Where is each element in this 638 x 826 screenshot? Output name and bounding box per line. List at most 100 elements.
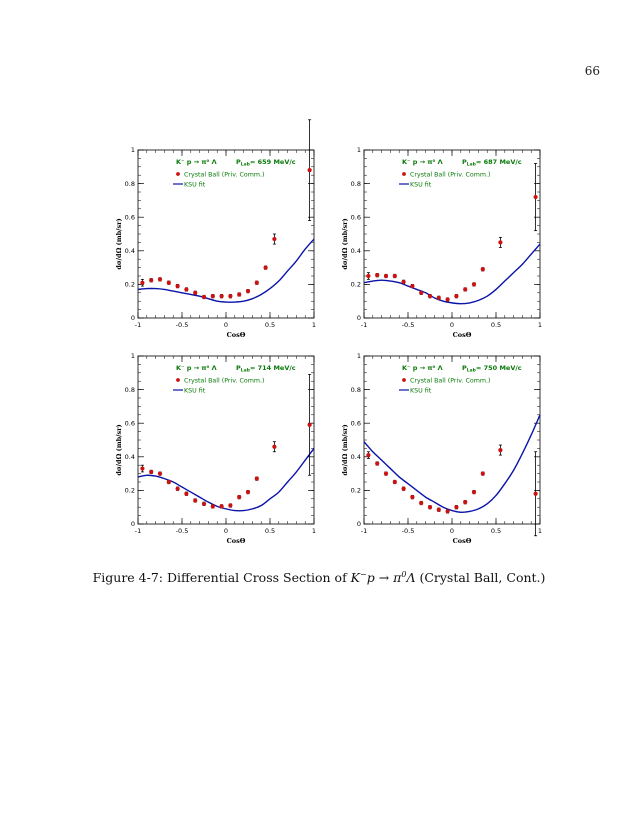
data-point <box>392 479 397 485</box>
y-tick-label: 0 <box>131 520 135 528</box>
data-point <box>307 422 312 427</box>
x-axis-label: CosΘ <box>453 537 472 545</box>
legend-reaction: K⁻ p → π⁰ Λ <box>402 364 443 372</box>
data-point <box>436 295 441 300</box>
y-tick-label: 0 <box>131 314 135 322</box>
chart-svg: -1 -0.5 0 0.5 1 0 0.2 0.4 0.6 0.8 1 CosΘ dσ/dΩ (mb/s… <box>341 352 542 545</box>
data-point <box>254 476 259 481</box>
data-point <box>366 453 371 458</box>
legend-plab: PLab= 687 MeV/c <box>462 158 522 168</box>
legend-plab: PLab= 714 MeV/c <box>236 364 296 374</box>
y-axis-label: dσ/dΩ (mb/sr) <box>115 424 123 475</box>
data-point <box>193 498 198 503</box>
data-point <box>480 471 485 476</box>
y-axis-label: dσ/dΩ (mb/sr) <box>341 218 349 269</box>
y-axis-label: dσ/dΩ (mb/sr) <box>115 218 123 269</box>
legend-label-data: Crystal Ball (Priv. Comm.) <box>184 378 264 385</box>
data-point <box>410 495 415 500</box>
data-point <box>210 504 215 509</box>
data-point <box>427 505 433 510</box>
x-tick-label: 1 <box>312 527 316 535</box>
y-tick-label: 0.8 <box>125 386 135 394</box>
x-tick-label: -0.5 <box>176 527 189 535</box>
data-point <box>463 500 468 505</box>
legend-plab-sub: Lab <box>241 162 251 168</box>
x-tick-label: -0.5 <box>402 321 415 329</box>
x-tick-label: 1 <box>538 527 542 535</box>
data-point <box>401 279 406 284</box>
data-point <box>419 500 424 506</box>
data-point <box>401 486 406 491</box>
legend-plab-symbol: P <box>236 364 241 372</box>
legend-plab: PLab= 750 MeV/c <box>462 364 522 374</box>
data-point <box>149 278 154 283</box>
x-tick-label: 0.5 <box>491 527 501 535</box>
legend-label-data: Crystal Ball (Priv. Comm.) <box>410 378 490 385</box>
legend-marker-data <box>176 378 180 382</box>
legend-plab-sub: Lab <box>467 368 477 374</box>
data-point <box>245 289 251 294</box>
legend-plab-value: = 750 MeV/c <box>476 364 522 372</box>
x-axis-label: CosΘ <box>453 331 472 339</box>
x-tick-label: -1 <box>361 321 367 329</box>
y-tick-label: 0.8 <box>351 386 361 394</box>
legend-plab-sub: Lab <box>467 162 477 168</box>
y-axis-label: dσ/dΩ (mb/sr) <box>341 424 349 475</box>
chart-svg: -1 -0.5 0 0.5 1 0 0.2 0.4 0.6 0.8 1 CosΘ dσ/dΩ (mb/s… <box>341 146 542 339</box>
chart-svg: -1 -0.5 0 0.5 1 0 0.2 0.4 0.6 0.8 1 CosΘ dσ/dΩ (mb/s… <box>115 352 316 545</box>
data-point <box>463 287 468 292</box>
data-point <box>383 471 389 476</box>
data-point <box>237 495 242 500</box>
y-tick-label: 0.4 <box>125 453 135 461</box>
ksu-fit-curve <box>137 238 315 303</box>
data-point <box>410 283 415 289</box>
legend-label-fit: KSU fit <box>184 388 206 395</box>
y-tick-label: 0.6 <box>351 419 361 427</box>
y-tick-label: 1 <box>357 352 361 360</box>
chart-svg: -1 -0.5 0 0.5 1 0 0.2 0.4 0.6 0.8 1 CosΘ dσ/dΩ (mb/s… <box>115 119 316 339</box>
x-tick-label: 1 <box>312 321 316 329</box>
caption-suffix: (Crystal Ball, Cont.) <box>415 570 546 586</box>
data-point <box>184 491 189 496</box>
data-point <box>533 194 538 200</box>
chart-panel-687: -1 -0.5 0 0.5 1 0 0.2 0.4 0.6 0.8 1 CosΘ dσ/dΩ (mb/s… <box>326 146 566 348</box>
y-tick-label: 0.8 <box>351 180 361 188</box>
caption-prefix: Figure 4-7: Differential Cross Section o… <box>92 570 351 586</box>
data-point <box>157 471 163 476</box>
legend-label-fit: KSU fit <box>184 182 206 189</box>
legend-plab-value: = 687 MeV/c <box>476 158 522 166</box>
data-point <box>193 290 198 295</box>
x-tick-label: -1 <box>361 527 367 535</box>
x-tick-label: -1 <box>135 527 141 535</box>
data-point <box>533 491 538 496</box>
legend-label-data: Crystal Ball (Priv. Comm.) <box>410 172 490 179</box>
x-tick-label: 0.5 <box>265 527 275 535</box>
data-point <box>427 294 433 299</box>
chart-panel-659: -1 -0.5 0 0.5 1 0 0.2 0.4 0.6 0.8 1 CosΘ dσ/dΩ (mb/s… <box>100 119 340 348</box>
y-tick-label: 0.4 <box>351 247 361 255</box>
ksu-fit-curve <box>363 243 541 305</box>
legend-plab-symbol: P <box>462 158 467 166</box>
data-point <box>445 509 450 514</box>
data-point <box>471 282 477 287</box>
data-point <box>419 290 424 295</box>
ksu-fit-curve <box>137 447 315 512</box>
chart-panel-750: -1 -0.5 0 0.5 1 0 0.2 0.4 0.6 0.8 1 CosΘ dσ/dΩ (mb/s… <box>326 352 566 554</box>
data-point <box>454 294 459 299</box>
data-point <box>175 283 180 289</box>
data-point <box>272 444 277 449</box>
chart-panel-714: -1 -0.5 0 0.5 1 0 0.2 0.4 0.6 0.8 1 CosΘ dσ/dΩ (mb/s… <box>100 352 340 554</box>
y-tick-label: 1 <box>131 352 135 360</box>
x-tick-label: -0.5 <box>402 527 415 535</box>
x-tick-label: 0.5 <box>491 321 501 329</box>
data-point <box>201 501 207 506</box>
legend-reaction: K⁻ p → π⁰ Λ <box>176 158 217 166</box>
data-point <box>307 168 312 173</box>
data-point <box>201 294 207 300</box>
legend-plab: PLab= 659 MeV/c <box>236 158 296 168</box>
data-point <box>392 273 397 279</box>
x-tick-label: 0 <box>224 527 228 535</box>
data-point <box>445 297 450 302</box>
legend-reaction: K⁻ p → π⁰ Λ <box>176 364 217 372</box>
data-point <box>157 277 163 282</box>
